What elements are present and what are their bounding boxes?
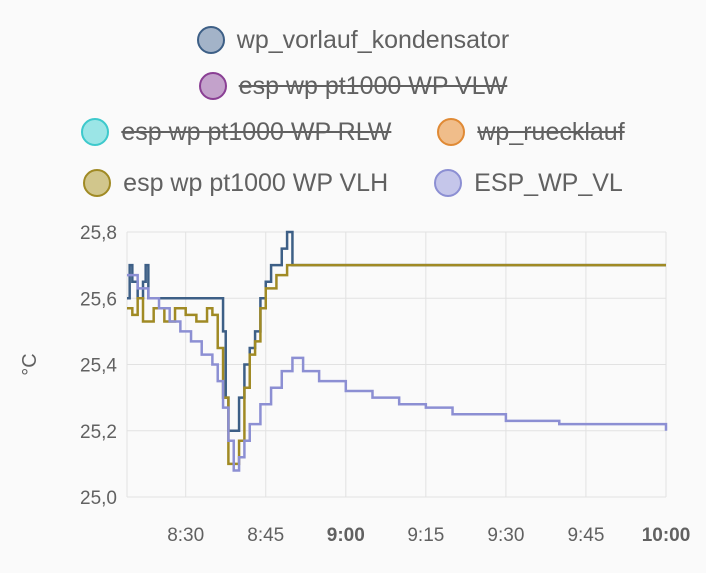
x-tick-label: 9:30: [487, 525, 524, 546]
legend-item-esp-wp-vl[interactable]: ESP_WP_VL: [434, 167, 623, 199]
legend-item-esp-wp-pt1000-wp-rlw[interactable]: esp wp pt1000 WP RLW: [81, 116, 391, 148]
y-tick-label: 25,0: [80, 488, 117, 509]
y-tick-label: 25,8: [80, 223, 117, 244]
legend-label: esp wp pt1000 WP VLH: [123, 169, 389, 197]
y-axis: 25,0 25,2 25,4 25,6 25,8: [80, 223, 117, 509]
legend-label: esp wp pt1000 WP VLW: [238, 72, 508, 100]
legend-row-3: esp wp pt1000 WP RLW wp_ruecklauf: [0, 116, 706, 148]
series-line-wp-vorlauf-kondensator[interactable]: [127, 230, 666, 432]
series-group: [127, 230, 668, 472]
legend-row-2: esp wp pt1000 WP VLW: [0, 70, 706, 102]
legend-label: wp_ruecklauf: [477, 118, 625, 146]
y-tick-label: 25,4: [80, 356, 117, 377]
legend-swatch-icon: [437, 118, 466, 146]
x-tick-label: 9:15: [407, 525, 444, 546]
y-tick-label: 25,2: [80, 422, 117, 443]
legend-swatch-icon: [81, 118, 110, 146]
x-tick-label: 8:45: [247, 525, 284, 546]
legend-label: ESP_WP_VL: [474, 169, 623, 197]
y-tick-label: 25,6: [80, 289, 117, 310]
legend-swatch-icon: [196, 26, 225, 54]
legend-swatch-icon: [83, 169, 112, 197]
legend-item-esp-wp-pt1000-wp-vlh[interactable]: esp wp pt1000 WP VLH: [83, 167, 388, 199]
series-line-esp-wp-pt1000-wp-vlh[interactable]: [127, 263, 666, 466]
legend-item-esp-wp-pt1000-wp-vlw[interactable]: esp wp pt1000 WP VLW: [198, 70, 508, 102]
legend-row-1: wp_vorlauf_kondensator: [0, 24, 706, 56]
legend-row-4: esp wp pt1000 WP VLH ESP_WP_VL: [0, 167, 706, 199]
x-tick-label: 8:30: [167, 525, 204, 546]
legend-item-wp-ruecklauf[interactable]: wp_ruecklauf: [437, 116, 625, 148]
grid: [126, 231, 667, 498]
legend-swatch-icon: [434, 169, 463, 197]
x-tick-label: 9:00: [327, 525, 365, 546]
x-axis: 8:30 8:45 9:00 9:15 9:30 9:45 10:00: [167, 525, 690, 546]
legend-label: esp wp pt1000 WP RLW: [121, 118, 392, 146]
legend-swatch-icon: [198, 72, 227, 100]
y-axis-label: °C: [19, 353, 41, 375]
legend-item-wp-vorlauf-kondensator[interactable]: wp_vorlauf_kondensator: [196, 24, 510, 56]
x-tick-label: 9:45: [567, 525, 604, 546]
legend-label: wp_vorlauf_kondensator: [236, 26, 510, 54]
x-tick-label: 10:00: [642, 525, 691, 546]
series-line-esp-wp-vl[interactable]: [127, 273, 668, 472]
